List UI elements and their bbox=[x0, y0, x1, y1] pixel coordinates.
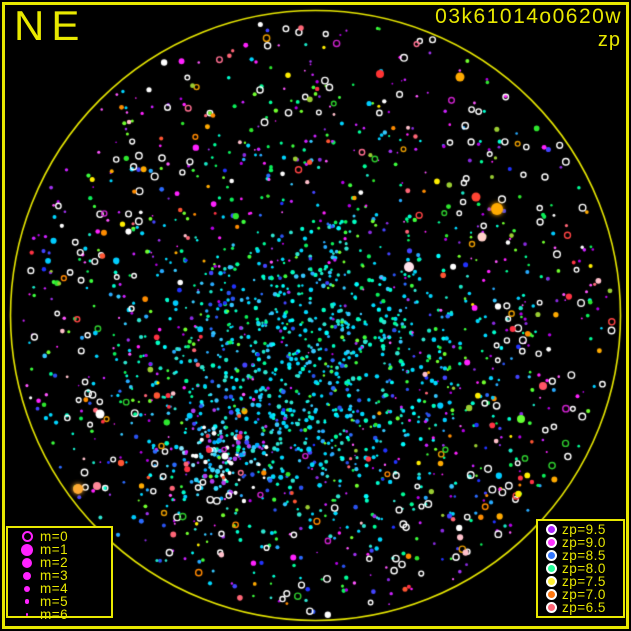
magnitude-legend-label: m=2 bbox=[40, 554, 69, 570]
zp-legend-row: zp=8.0 bbox=[540, 562, 623, 575]
zp-legend-symbol bbox=[540, 589, 562, 600]
plot-title: 03k61014o0620w bbox=[435, 5, 622, 28]
plot-subtitle: zp bbox=[597, 29, 621, 51]
zp-legend-symbol-glyph bbox=[545, 589, 557, 600]
magnitude-legend-label: m=4 bbox=[40, 580, 69, 596]
magnitude-legend: m=0 m=1 m=2 m=3 m=4 m=5 m=6 bbox=[6, 526, 113, 621]
magnitude-legend-symbol bbox=[14, 543, 40, 556]
zp-legend-label: zp=8.0 bbox=[562, 560, 606, 576]
magnitude-legend-row: m=1 bbox=[14, 543, 111, 556]
zp-legend-symbol bbox=[540, 537, 562, 548]
zp-legend-symbol-glyph bbox=[545, 524, 557, 535]
zp-legend-symbol bbox=[540, 524, 562, 535]
magnitude-legend-row: m=5 bbox=[14, 595, 111, 608]
zp-legend-symbol-glyph bbox=[545, 550, 557, 561]
magnitude-legend-symbol bbox=[14, 571, 40, 580]
magnitude-legend-symbol-glyph bbox=[21, 531, 33, 542]
magnitude-legend-row: m=0 bbox=[14, 530, 111, 543]
magnitude-legend-row: m=2 bbox=[14, 556, 111, 569]
magnitude-legend-row: m=4 bbox=[14, 582, 111, 595]
zp-legend-symbol bbox=[540, 550, 562, 561]
magnitude-legend-symbol-glyph bbox=[24, 585, 30, 592]
magnitude-legend-symbol-glyph bbox=[25, 613, 29, 616]
zp-legend-symbol-glyph bbox=[545, 563, 557, 574]
magnitude-legend-row: m=3 bbox=[14, 569, 111, 582]
magnitude-legend-label: m=3 bbox=[40, 567, 69, 583]
magnitude-legend-label: m=6 bbox=[40, 606, 69, 622]
orientation-label: NE bbox=[14, 2, 87, 49]
magnitude-legend-symbol-glyph bbox=[22, 557, 32, 568]
zp-legend-row: zp=7.5 bbox=[540, 575, 623, 588]
magnitude-legend-symbol-glyph bbox=[21, 543, 33, 556]
zp-legend-symbol-glyph bbox=[545, 576, 557, 587]
zp-legend-row: zp=9.0 bbox=[540, 536, 623, 549]
zp-legend-symbol-glyph bbox=[545, 537, 557, 548]
magnitude-legend-label: m=0 bbox=[40, 528, 69, 544]
zp-legend-symbol-glyph bbox=[545, 602, 557, 613]
magnitude-legend-label: m=5 bbox=[40, 593, 69, 609]
zp-legend-symbol bbox=[540, 576, 562, 587]
zp-legend-label: zp=8.5 bbox=[562, 547, 606, 563]
zp-legend-label: zp=6.5 bbox=[562, 599, 606, 615]
magnitude-legend-symbol-glyph bbox=[24, 599, 30, 604]
magnitude-legend-symbol bbox=[14, 599, 40, 604]
zp-legend-row: zp=9.5 bbox=[540, 523, 623, 536]
zp-legend-symbol bbox=[540, 563, 562, 574]
magnitude-legend-row: m=6 bbox=[14, 608, 111, 621]
zp-legend-label: zp=7.5 bbox=[562, 573, 606, 589]
magnitude-legend-symbol bbox=[14, 613, 40, 616]
zp-legend-row: zp=8.5 bbox=[540, 549, 623, 562]
zp-legend-label: zp=9.0 bbox=[562, 534, 606, 550]
magnitude-legend-label: m=1 bbox=[40, 541, 69, 557]
zp-legend-row: zp=6.5 bbox=[540, 601, 623, 614]
zp-legend-label: zp=9.5 bbox=[562, 521, 606, 537]
magnitude-legend-symbol bbox=[14, 531, 40, 542]
zp-legend-symbol bbox=[540, 602, 562, 613]
magnitude-legend-symbol bbox=[14, 585, 40, 592]
zp-legend-label: zp=7.0 bbox=[562, 586, 606, 602]
magnitude-legend-symbol-glyph bbox=[23, 571, 31, 580]
zp-legend-row: zp=7.0 bbox=[540, 588, 623, 601]
zp-color-legend: zp=9.5 zp=9.0 zp=8.5 zp=8.0 zp=7.5 zp=7.0 zp=6… bbox=[536, 519, 625, 618]
magnitude-legend-symbol bbox=[14, 557, 40, 568]
